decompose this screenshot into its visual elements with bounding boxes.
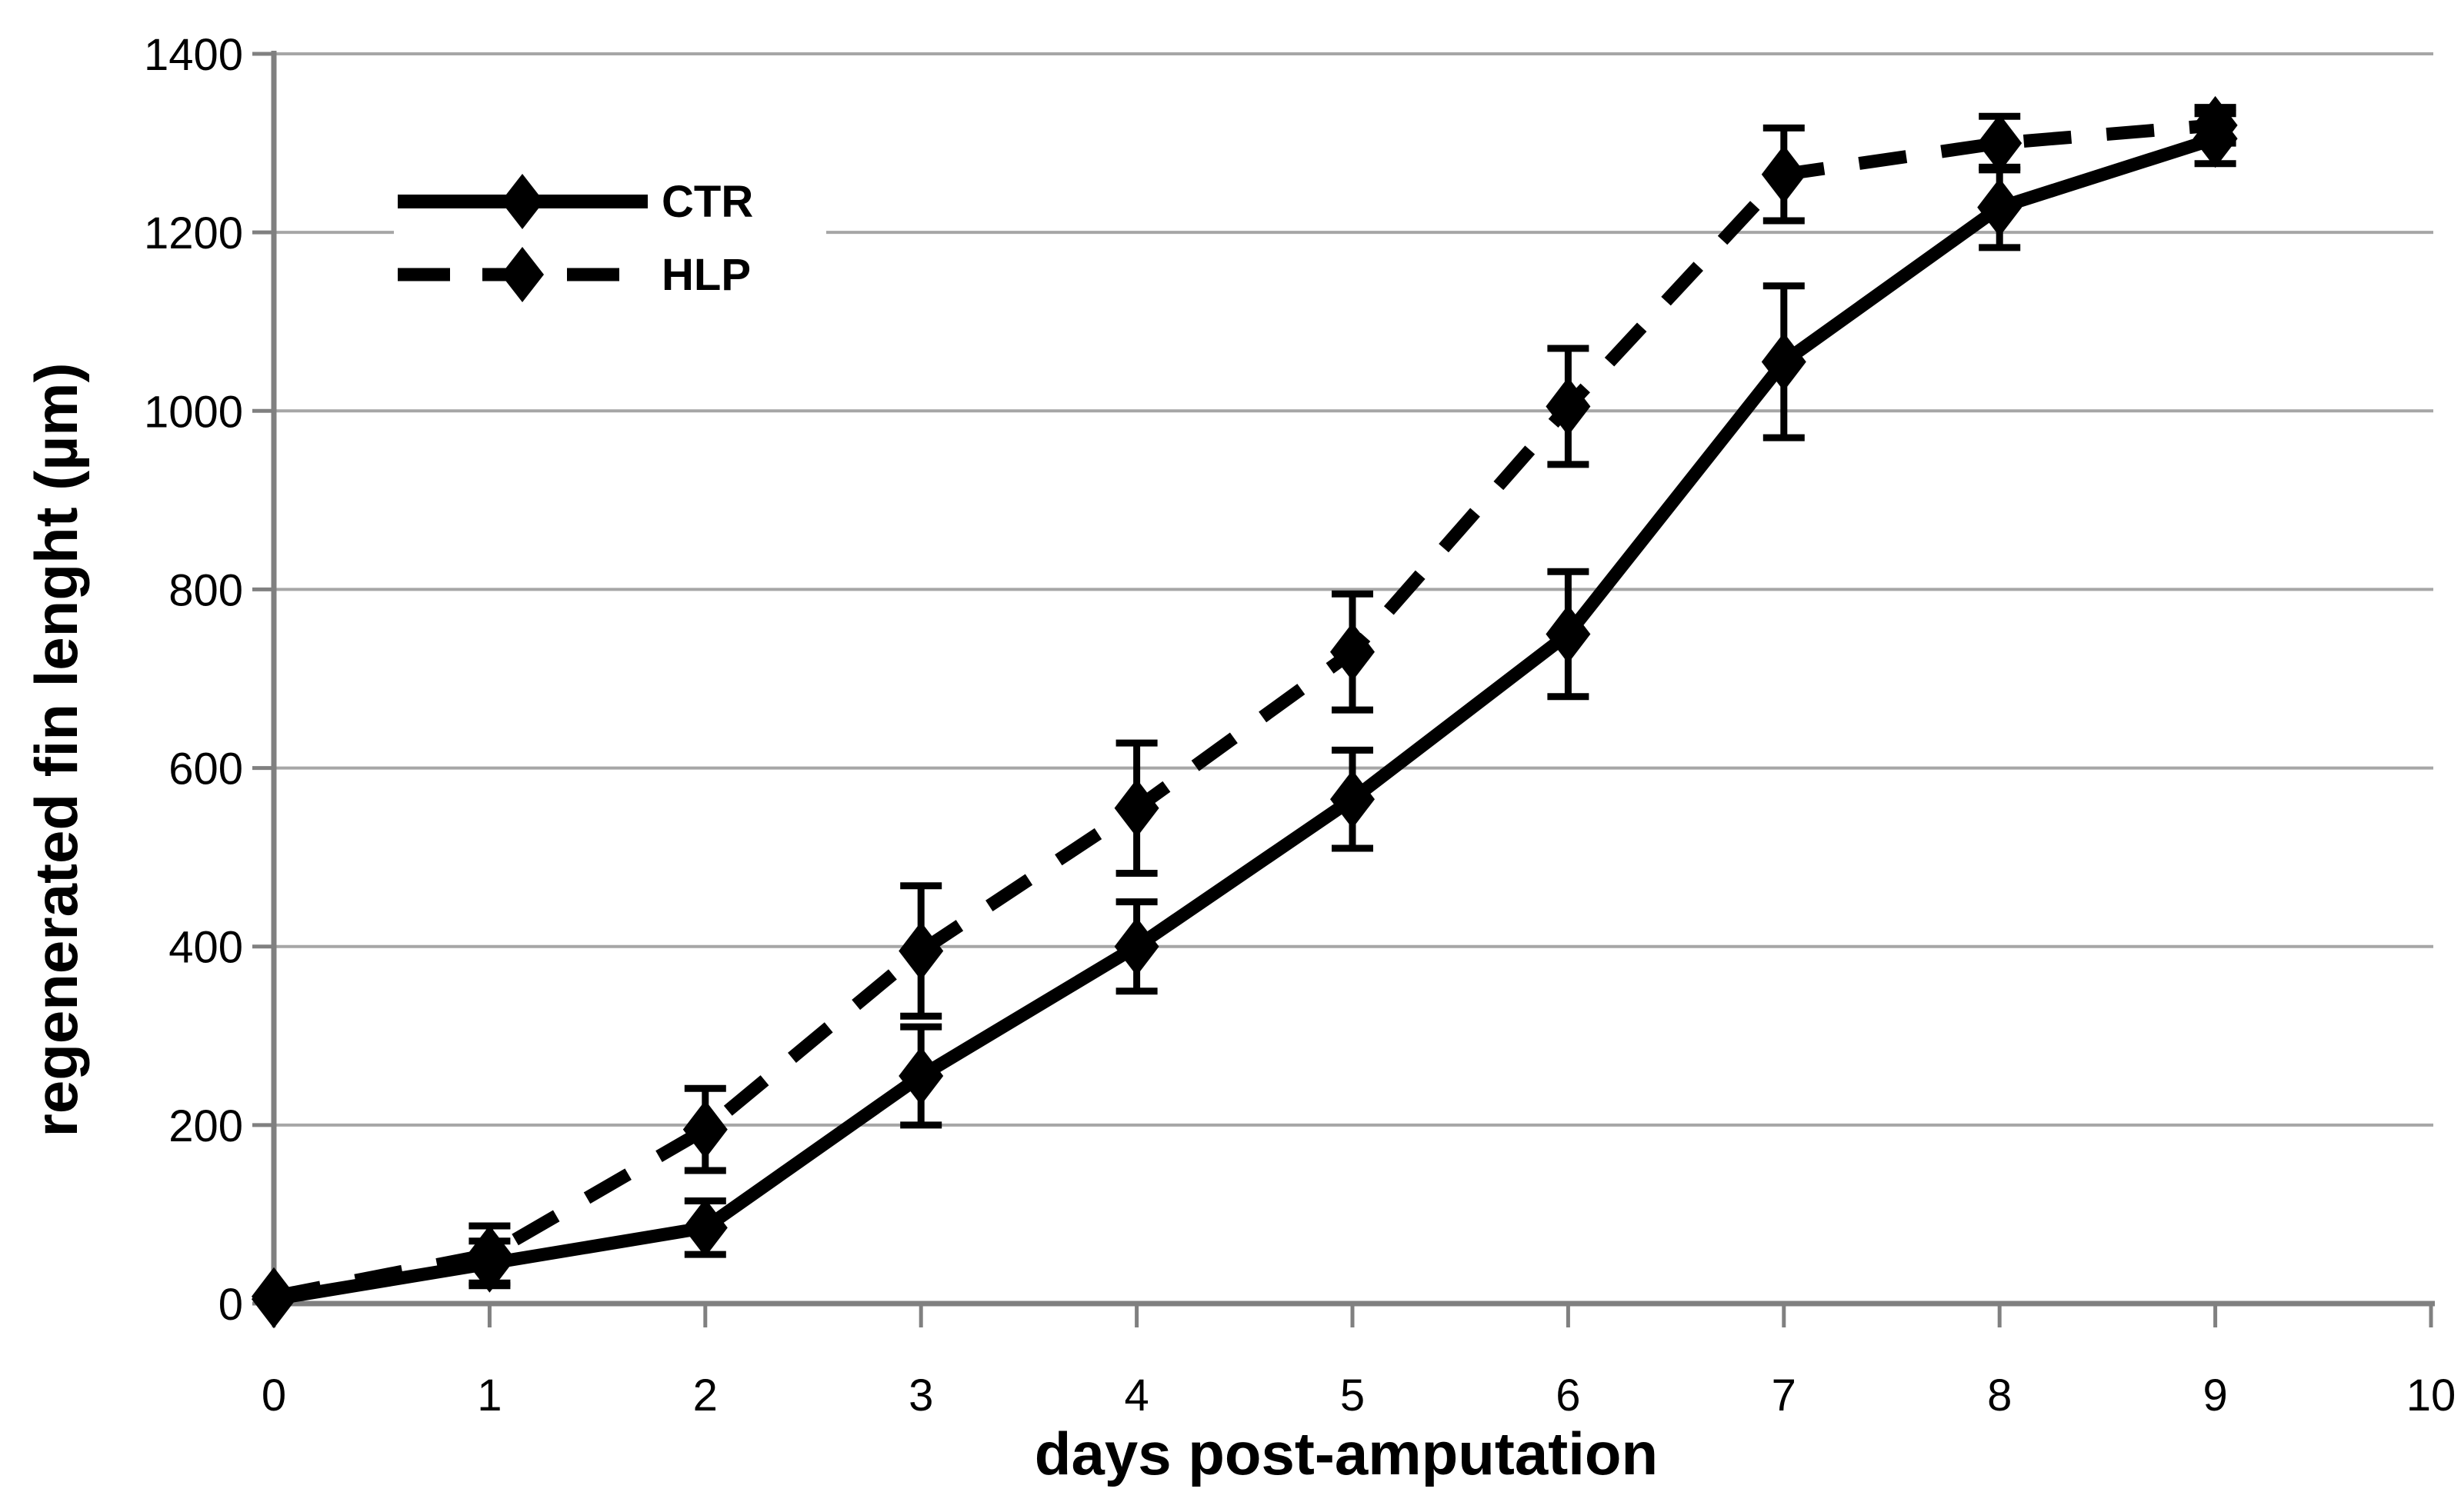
marker-diamond [899, 921, 944, 981]
axis-ticks [252, 52, 2433, 1327]
marker-diamond [682, 1198, 728, 1257]
y-tick-label: 0 [218, 1280, 243, 1330]
marker-diamond [252, 1267, 296, 1326]
y-tick-label: 600 [168, 744, 243, 794]
y-tick-label: 200 [168, 1101, 243, 1151]
y-tick-label: 800 [168, 565, 243, 615]
x-tick-label: 6 [1556, 1370, 1580, 1420]
marker-diamond [1546, 604, 1591, 664]
x-tick-label: 4 [1124, 1370, 1149, 1420]
marker-diamond [1114, 778, 1159, 838]
legend-label-ctr: CTR [662, 177, 753, 227]
legend-item-ctr: CTR [398, 174, 753, 229]
series-line-ctr [272, 132, 2218, 1306]
series-hlp [252, 95, 2238, 1326]
axes [271, 51, 2435, 1307]
legend-item-hlp: HLP [398, 247, 751, 302]
y-axis-title: regenerated fin lenght (µm) [22, 362, 90, 1137]
y-tick-label: 400 [168, 923, 243, 973]
x-tick-label: 10 [2406, 1370, 2456, 1420]
x-tick-label: 1 [477, 1370, 502, 1420]
legend-marker-diamond-ctr [501, 174, 544, 229]
x-tick-label: 2 [693, 1370, 718, 1420]
markers-hlp [252, 95, 2238, 1326]
x-tick-label: 7 [1772, 1370, 1796, 1420]
x-tick-label: 3 [909, 1370, 933, 1420]
y-tick-label: 1400 [144, 30, 243, 80]
marker-diamond [2193, 95, 2238, 155]
marker-diamond [1761, 332, 1806, 391]
x-axis-title: days post-amputation [1035, 1420, 1658, 1487]
marker-diamond [467, 1225, 512, 1284]
marker-diamond [1977, 114, 2022, 173]
marker-diamond [1977, 178, 2022, 237]
plot-area: 0 200 400 600 800 1000 1200 1400 0 1 2 3 4 5 6 7 8 9 10 CTR… [144, 30, 2456, 1420]
legend: CTR HLP [394, 151, 826, 325]
legend-label-hlp: HLP [662, 250, 751, 300]
marker-diamond [1330, 770, 1375, 829]
marker-diamond [1330, 622, 1375, 681]
legend-marker-diamond-hlp [501, 247, 544, 302]
tick-labels: 0 200 400 600 800 1000 1200 1400 0 1 2 3 4 5 6 7 8 9 10 [144, 30, 2456, 1420]
x-tick-label: 8 [1987, 1370, 2012, 1420]
y-tick-label: 1200 [144, 208, 243, 258]
marker-diamond [899, 1047, 944, 1106]
marker-diamond [1546, 377, 1591, 436]
series-line-hlp [272, 118, 2216, 1304]
x-tick-label: 5 [1340, 1370, 1365, 1420]
x-tick-label: 0 [262, 1370, 286, 1420]
marker-diamond [682, 1100, 728, 1159]
legend-background [394, 151, 826, 325]
marker-diamond [1114, 917, 1159, 976]
x-tick-label: 9 [2203, 1370, 2227, 1420]
y-tick-label: 1000 [144, 387, 243, 437]
marker-diamond [1761, 145, 1806, 204]
